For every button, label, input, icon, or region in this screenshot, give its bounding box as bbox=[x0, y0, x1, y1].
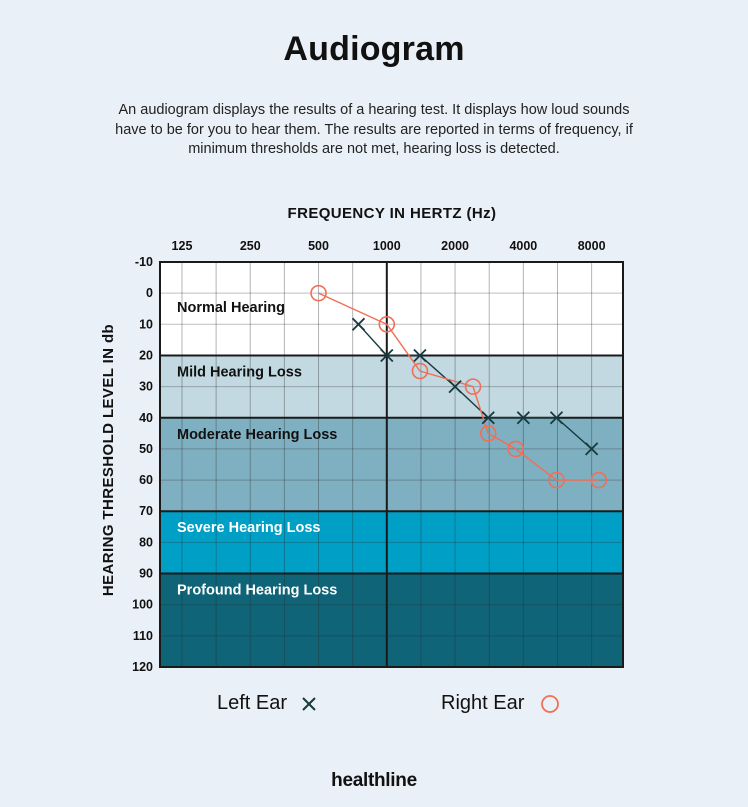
y-tick-label: 120 bbox=[132, 660, 153, 674]
left-ear-point bbox=[584, 442, 599, 456]
legend-left-ear-label: Left Ear bbox=[217, 692, 288, 714]
chart-description: An audiogram displays the results of a h… bbox=[115, 102, 633, 157]
y-axis-title: HEARING THRESHOLD LEVEL IN db bbox=[100, 324, 117, 596]
legend-circle-marker-icon bbox=[541, 695, 559, 713]
zones-layer bbox=[160, 262, 623, 667]
y-tick-label: 20 bbox=[139, 348, 153, 362]
x-tick-label: 500 bbox=[308, 239, 329, 253]
legend-right-ear-label: Right Ear bbox=[441, 692, 525, 714]
right-ear-point bbox=[411, 362, 429, 380]
zone-band-2 bbox=[160, 417, 623, 512]
series-line-0 bbox=[357, 323, 593, 450]
y-tick-label: 40 bbox=[139, 411, 153, 425]
zone-label-1: Mild Hearing Loss bbox=[177, 364, 302, 380]
zone-band-3 bbox=[160, 511, 623, 574]
y-tick-label: 30 bbox=[139, 380, 153, 394]
y-tick-label: 110 bbox=[133, 629, 153, 643]
zone-labels-layer: Normal Hearing Mild Hearing Loss Moderate … bbox=[177, 300, 337, 599]
zone-label-3: Severe Hearing Loss bbox=[177, 520, 320, 536]
left-ear-point bbox=[549, 411, 564, 425]
y-tick-label: 50 bbox=[139, 442, 153, 456]
left-ear-point bbox=[351, 317, 366, 331]
left-ear-point bbox=[481, 411, 495, 425]
x-tick-label: 2000 bbox=[441, 239, 469, 253]
x-tick-label: 8000 bbox=[578, 239, 606, 253]
lines-layer bbox=[318, 292, 599, 481]
x-marker-stroke bbox=[380, 348, 394, 363]
left-ear-point bbox=[413, 348, 427, 363]
x-tick-label: 250 bbox=[240, 239, 261, 253]
healthline-logo: healthline bbox=[331, 770, 417, 791]
plot-border bbox=[159, 261, 624, 668]
x-marker-stroke bbox=[413, 348, 427, 363]
right-ear-point bbox=[310, 284, 327, 302]
y-tick-label: 70 bbox=[139, 504, 153, 518]
right-ear-point bbox=[590, 471, 608, 489]
legend-x-marker-icon bbox=[302, 697, 316, 711]
zone-band-4 bbox=[160, 573, 623, 667]
zone-label-0: Normal Hearing bbox=[177, 300, 285, 316]
y-tick-label: 90 bbox=[139, 567, 153, 581]
x-marker-stroke bbox=[516, 411, 530, 425]
x-tick-label: 125 bbox=[172, 239, 193, 253]
ticks-layer: 125 250 500 1000 2000 4000 8000 -10 0 10 20 30 40 50 6… bbox=[132, 239, 605, 674]
series-line-1 bbox=[318, 292, 599, 481]
zone-label-4: Profound Hearing Loss bbox=[177, 583, 337, 599]
right-ear-point bbox=[464, 378, 482, 395]
zone-band-0 bbox=[160, 262, 623, 356]
y-tick-label: 80 bbox=[139, 535, 153, 549]
right-ear-point bbox=[378, 316, 396, 333]
markers-layer bbox=[310, 284, 608, 489]
x-marker-stroke bbox=[481, 411, 495, 425]
left-ear-point bbox=[380, 348, 394, 363]
left-ear-point bbox=[516, 411, 530, 425]
x-marker-stroke bbox=[549, 411, 564, 425]
left-ear-point bbox=[448, 379, 462, 394]
x-tick-label: 1000 bbox=[373, 239, 401, 253]
chart-title: Audiogram bbox=[283, 30, 465, 68]
right-ear-point bbox=[479, 425, 497, 442]
right-ear-point bbox=[507, 440, 524, 458]
right-ear-point bbox=[548, 471, 565, 489]
x-axis-title: FREQUENCY IN HERTZ (Hz) bbox=[288, 205, 497, 222]
y-tick-label: 100 bbox=[132, 598, 153, 612]
zone-label-2: Moderate Hearing Loss bbox=[177, 427, 337, 443]
x-marker-stroke bbox=[584, 442, 599, 456]
zone-band-1 bbox=[160, 355, 623, 418]
y-tick-label: 10 bbox=[139, 317, 153, 331]
y-tick-label: 60 bbox=[139, 473, 153, 487]
x-marker-stroke bbox=[448, 379, 462, 394]
y-tick-label: -10 bbox=[135, 255, 153, 269]
x-tick-label: 4000 bbox=[509, 239, 537, 253]
x-marker-stroke bbox=[351, 317, 366, 331]
y-tick-label: 0 bbox=[146, 286, 153, 300]
